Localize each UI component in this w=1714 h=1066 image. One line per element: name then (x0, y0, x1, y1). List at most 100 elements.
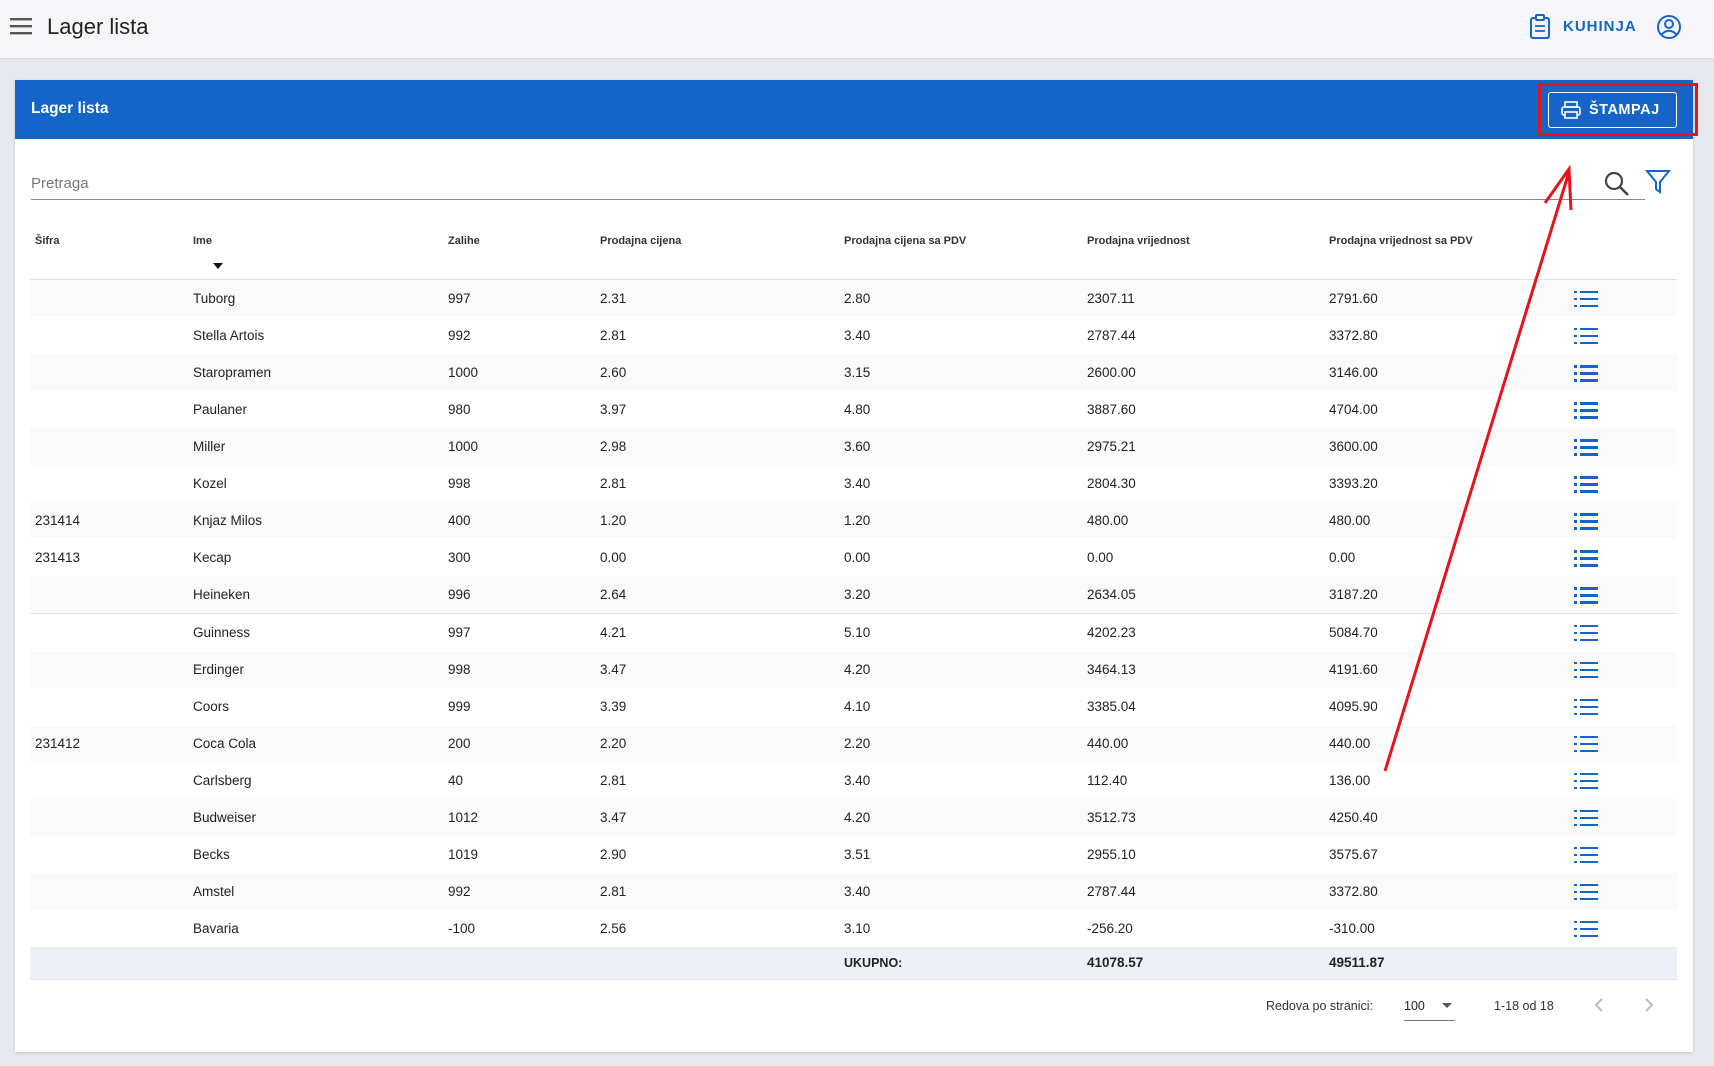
table-cell: 4202.23 (1087, 624, 1136, 640)
table-cell: 980 (448, 402, 471, 418)
row-menu-icon[interactable] (1574, 548, 1598, 568)
table-cell: 3372.80 (1329, 328, 1378, 344)
table-cell: 998 (448, 661, 471, 677)
rows-per-page-select[interactable]: 100 (1404, 990, 1455, 1021)
table: Šifra Ime Zalihe Prodajna cijena Prodajna ci… (15, 80, 1693, 1052)
print-button-label: ŠTAMPAJ (1589, 102, 1660, 118)
prev-page[interactable] (1594, 997, 1604, 1013)
header-rule (30, 279, 1677, 280)
table-cell: 3146.00 (1329, 365, 1378, 381)
row-menu-icon[interactable] (1574, 734, 1598, 754)
total-value: 41078.57 (1087, 955, 1144, 971)
printer-icon (1561, 101, 1581, 119)
filter-icon[interactable] (1645, 168, 1671, 196)
table-cell: 4704.00 (1329, 402, 1378, 418)
row-menu-icon[interactable] (1574, 845, 1598, 865)
table-cell: 1019 (448, 846, 479, 862)
row-menu-icon[interactable] (1574, 363, 1598, 383)
row-menu-icon[interactable] (1574, 437, 1598, 457)
row-menu-icon[interactable] (1574, 771, 1598, 791)
column-header: Šifra (35, 235, 60, 247)
row-menu-icon[interactable] (1574, 400, 1598, 420)
menu-button[interactable] (10, 16, 32, 36)
dropdown-arrow (1442, 1003, 1452, 1008)
next-page[interactable] (1644, 997, 1654, 1013)
clipboard-icon[interactable] (1529, 14, 1551, 40)
table-cell: 1000 (448, 365, 479, 381)
table-cell: 5084.70 (1329, 624, 1378, 640)
table-cell: 2307.11 (1087, 291, 1135, 306)
sort-arrow[interactable] (213, 263, 223, 269)
row-menu-icon[interactable] (1574, 511, 1598, 531)
table-cell: Heineken (193, 587, 251, 603)
table-cell: 0.00 (1329, 550, 1356, 566)
table-cell: 200 (448, 735, 471, 751)
row-menu-icon[interactable] (1574, 474, 1598, 494)
table-cell: 3.40 (844, 883, 871, 899)
table-cell: 3464.13 (1087, 661, 1136, 677)
table-cell: 2.81 (600, 476, 627, 492)
page-range: 1-18 od 18 (1494, 999, 1554, 1013)
column-header: Prodajna vrijednost (1087, 235, 1190, 247)
table-cell: 1.20 (600, 513, 627, 529)
table-cell: Budweiser (193, 809, 257, 825)
table-cell: 1000 (448, 439, 479, 455)
table-cell: 996 (448, 587, 471, 603)
table-cell: 3.40 (844, 328, 871, 344)
row-menu-icon[interactable] (1574, 585, 1598, 605)
table-cell: Becks (193, 846, 230, 862)
table-cell: 4.80 (844, 402, 871, 418)
table-cell: 3187.20 (1329, 587, 1378, 603)
table-cell: 2.64 (600, 587, 627, 603)
table-cell: Erdinger (193, 661, 245, 677)
table-cell: Stella Artois (193, 328, 265, 344)
row-menu-icon[interactable] (1574, 882, 1598, 902)
row-menu-icon[interactable] (1574, 326, 1598, 346)
table-cell: 2.90 (600, 846, 627, 862)
table-cell: 3.20 (844, 587, 871, 603)
row-menu-icon[interactable] (1574, 660, 1598, 680)
table-cell: 998 (448, 476, 471, 492)
column-header: Ime (193, 235, 212, 247)
table-cell: 4191.60 (1329, 661, 1378, 677)
table-cell: Amstel (193, 883, 235, 899)
table-cell: 2.56 (600, 921, 627, 937)
search-icon[interactable] (1603, 170, 1631, 198)
card-header: Lager lista ŠTAMPAJ (15, 80, 1693, 139)
table-cell: 4250.40 (1329, 809, 1378, 825)
table-cell: Tuborg (193, 291, 236, 306)
row-menu-icon[interactable] (1574, 623, 1598, 643)
table-cell: 40 (448, 772, 464, 788)
row-menu-icon[interactable] (1574, 808, 1598, 828)
row-menu-icon[interactable] (1574, 697, 1598, 717)
search-input[interactable]: Pretraga (31, 175, 89, 192)
table-cell: 5.10 (844, 624, 871, 640)
table-cell: 2.60 (600, 365, 627, 381)
print-button[interactable]: ŠTAMPAJ (1548, 92, 1677, 128)
table-cell: Carlsberg (193, 772, 252, 788)
kitchen-link[interactable]: KUHINJA (1563, 18, 1637, 35)
table-cell: 2.81 (600, 883, 627, 899)
table-cell: 3372.80 (1329, 883, 1378, 899)
table-cell: 4095.90 (1329, 698, 1378, 714)
table-cell: -256.20 (1087, 921, 1133, 937)
table-cell: 4.10 (844, 698, 871, 714)
table-cell: 300 (448, 550, 471, 566)
table-cell: 997 (448, 624, 471, 640)
account-icon[interactable] (1656, 14, 1682, 40)
table-cell: 3600.00 (1329, 439, 1378, 455)
table-cell: -310.00 (1329, 921, 1375, 937)
row-menu-icon[interactable] (1574, 919, 1598, 939)
table-cell: 2.20 (844, 735, 871, 751)
row-menu-icon[interactable] (1574, 289, 1598, 309)
table-cell: 3.10 (844, 921, 871, 937)
table-cell: Kozel (193, 476, 227, 492)
table-cell: Miller (193, 439, 226, 455)
card: Lager lista ŠTAMPAJ Pretraga Šifra Ime Zal… (15, 80, 1698, 1052)
table-cell: 3887.60 (1087, 402, 1136, 418)
table-cell: 231413 (35, 550, 81, 566)
table-cell: 3.15 (844, 365, 871, 381)
table-cell: 999 (448, 698, 471, 714)
table-cell: 2.20 (600, 735, 627, 751)
table-cell: 480.00 (1329, 513, 1371, 529)
